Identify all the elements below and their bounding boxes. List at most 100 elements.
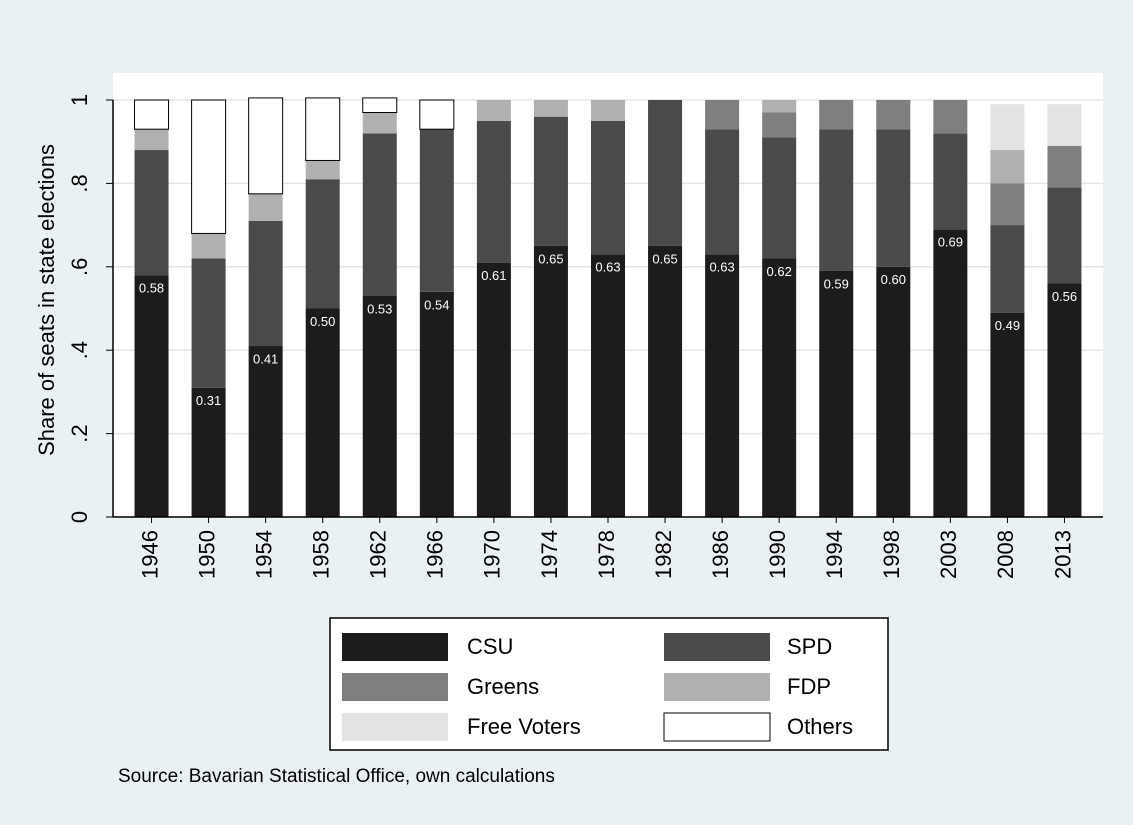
legend-swatch xyxy=(342,713,448,741)
bar-segment xyxy=(876,100,911,130)
y-axis-label: Share of seats in state elections xyxy=(34,144,59,456)
y-tick-label: 0 xyxy=(67,511,92,523)
value-label: 0.62 xyxy=(767,264,792,279)
bar-segment xyxy=(933,100,968,134)
bar-segment xyxy=(876,129,911,267)
legend-label: Free Voters xyxy=(467,714,581,739)
bar-segment xyxy=(476,262,511,517)
legend-label: Greens xyxy=(467,674,539,699)
bar-segment xyxy=(191,233,226,259)
legend-label: FDP xyxy=(787,674,831,699)
bar-segment xyxy=(533,245,568,517)
bar-segment xyxy=(419,291,454,517)
x-tick-label: 2013 xyxy=(1050,530,1075,579)
bar-segment xyxy=(819,270,854,517)
value-label: 0.41 xyxy=(253,351,278,366)
x-tick-label: 1966 xyxy=(423,530,448,579)
bar-segment xyxy=(419,129,454,292)
y-tick-label: .4 xyxy=(67,341,92,359)
bar-segment xyxy=(305,97,341,161)
bar-segment xyxy=(134,275,169,517)
x-tick-label: 1974 xyxy=(537,530,562,579)
bar-segment xyxy=(191,387,226,517)
bar-segment xyxy=(134,150,169,276)
x-tick-label: 1946 xyxy=(137,530,162,579)
bar-segment xyxy=(762,258,797,517)
x-tick-label: 1978 xyxy=(594,530,619,579)
bar-segment xyxy=(819,100,854,130)
value-label: 0.49 xyxy=(995,318,1020,333)
bar-segment xyxy=(134,129,169,151)
bar-segment xyxy=(990,104,1025,151)
y-tick-label: 1 xyxy=(67,94,92,106)
x-tick-label: 1982 xyxy=(651,530,676,579)
legend-label: SPD xyxy=(787,634,832,659)
bar-segment xyxy=(248,193,283,221)
bar-segment xyxy=(591,254,625,518)
value-label: 0.56 xyxy=(1052,289,1077,304)
value-label: 0.65 xyxy=(538,251,563,266)
bar-segment xyxy=(362,295,397,517)
value-label: 0.69 xyxy=(938,235,963,250)
bar-segment xyxy=(1047,104,1082,146)
bar-segment xyxy=(762,112,797,138)
bar-segment xyxy=(1047,283,1082,517)
bar-segment xyxy=(1047,187,1082,284)
value-label: 0.31 xyxy=(196,393,221,408)
bar-segment xyxy=(191,258,226,388)
bar-segment xyxy=(591,100,625,121)
bar-segment xyxy=(591,120,625,255)
bar-segment xyxy=(648,100,683,246)
bar-segment xyxy=(248,346,283,517)
legend-label: CSU xyxy=(467,634,513,659)
bar-segment xyxy=(1047,145,1082,188)
legend-swatch xyxy=(663,712,771,742)
value-label: 0.54 xyxy=(424,297,449,312)
legend-swatch xyxy=(342,633,448,661)
y-tick-label: .6 xyxy=(67,258,92,276)
x-tick-label: 1994 xyxy=(822,530,847,579)
bar-segment xyxy=(990,225,1025,313)
value-label: 0.63 xyxy=(709,260,734,275)
bar-segment xyxy=(705,129,740,255)
bar-segment xyxy=(933,133,968,230)
bar-segment xyxy=(990,150,1025,184)
bar-segment xyxy=(305,179,340,309)
source-note: Source: Bavarian Statistical Office, own… xyxy=(118,766,555,787)
y-tick-label: .8 xyxy=(67,174,92,192)
legend-swatch xyxy=(664,673,770,701)
x-tick-label: 1954 xyxy=(251,530,276,579)
value-label: 0.59 xyxy=(824,276,849,291)
bar-segment xyxy=(990,183,1025,226)
bar-segment xyxy=(305,308,340,517)
value-label: 0.60 xyxy=(881,272,906,287)
bar-segment xyxy=(191,99,227,234)
legend-label: Others xyxy=(787,714,853,739)
value-label: 0.61 xyxy=(481,268,506,283)
bar-segment xyxy=(762,100,797,113)
legend-swatch xyxy=(342,673,448,701)
bar-segment xyxy=(419,99,455,130)
y-tick-label: .2 xyxy=(67,424,92,442)
bar-segment xyxy=(305,160,340,180)
x-tick-label: 1950 xyxy=(194,530,219,579)
bar-segment xyxy=(134,99,170,130)
value-label: 0.53 xyxy=(367,301,392,316)
legend-swatch xyxy=(664,633,770,661)
bar-segment xyxy=(705,254,740,518)
bar-segment xyxy=(819,129,854,271)
x-tick-label: 1962 xyxy=(366,530,391,579)
bar-segment xyxy=(705,100,740,130)
bar-segment xyxy=(476,120,511,263)
value-label: 0.58 xyxy=(139,281,164,296)
x-tick-label: 1970 xyxy=(480,530,505,579)
bar-segment xyxy=(876,266,911,517)
bar-segment xyxy=(933,229,968,517)
bar-segment xyxy=(476,100,511,121)
value-label: 0.65 xyxy=(652,251,677,266)
x-tick-label: 1990 xyxy=(765,530,790,579)
x-tick-label: 2008 xyxy=(993,530,1018,579)
x-tick-label: 1986 xyxy=(708,530,733,579)
x-tick-label: 1958 xyxy=(309,530,334,579)
